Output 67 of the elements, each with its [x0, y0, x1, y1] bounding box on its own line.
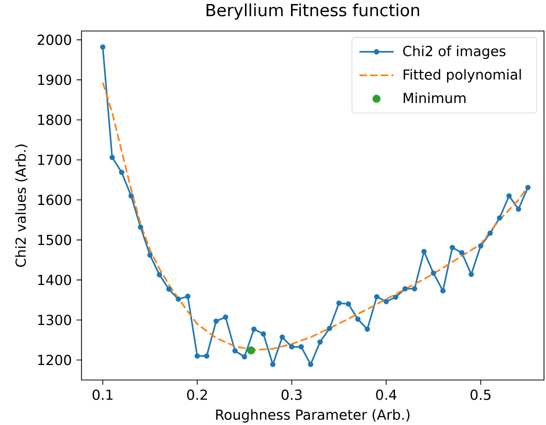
point [213, 318, 219, 324]
point [487, 230, 493, 236]
x-tick-label: 0.2 [187, 390, 207, 400]
point [166, 286, 172, 292]
point [138, 224, 144, 230]
point [247, 346, 256, 354]
point [506, 193, 512, 199]
y-tick-label: 1800 [38, 114, 72, 126]
point [450, 244, 456, 250]
point [384, 298, 389, 304]
point [251, 326, 257, 332]
y-tick-label: 1500 [38, 234, 72, 246]
y-tick-label: 1400 [38, 274, 72, 286]
point [392, 294, 398, 300]
point [326, 326, 332, 332]
point [355, 316, 361, 322]
point [308, 362, 314, 368]
legend-label: Fitted polynomial [404, 69, 521, 82]
x-tick-label: 0.1 [92, 390, 113, 400]
point [346, 301, 352, 307]
legend-label: Minimum [404, 92, 466, 104]
point [110, 154, 115, 160]
x-tick-label: 0.3 [282, 390, 302, 400]
point [204, 353, 210, 359]
point [100, 44, 106, 50]
point [478, 243, 484, 249]
point [317, 339, 323, 345]
point [289, 344, 294, 350]
point [459, 250, 464, 256]
chart-title: Beryllium Fitness function [206, 3, 420, 20]
point [430, 270, 436, 276]
point [280, 334, 285, 340]
y-tick-label: 1200 [38, 354, 72, 366]
point [374, 294, 380, 300]
point [496, 215, 502, 221]
legend-label: Chi2 of images [403, 46, 506, 59]
point [421, 248, 427, 254]
x-tick-label: 0.4 [376, 390, 396, 400]
y-axis-title: Chi2 values (Arb.) [15, 144, 28, 267]
point [270, 362, 276, 368]
point [364, 326, 370, 332]
point [468, 272, 474, 278]
y-tick-label: 1900 [38, 74, 72, 86]
point [194, 353, 200, 359]
point [156, 272, 162, 278]
x-axis-title: Roughness Parameter (Arb.) [216, 409, 410, 423]
point [298, 344, 304, 350]
point [516, 206, 522, 212]
y-tick-label: 2000 [38, 34, 72, 46]
point [440, 288, 446, 294]
point [185, 294, 190, 300]
point [402, 286, 408, 292]
point [128, 193, 134, 199]
point [336, 300, 342, 306]
point [412, 286, 418, 292]
point [176, 296, 182, 302]
x-tick-label: 0.5 [470, 390, 491, 400]
point [260, 331, 266, 337]
point [242, 354, 248, 360]
y-tick-label: 1700 [38, 154, 72, 166]
point [525, 184, 531, 190]
point [147, 252, 153, 258]
point [222, 314, 228, 320]
y-tick-label: 1300 [38, 314, 72, 326]
y-tick-label: 1600 [38, 194, 72, 206]
point [232, 348, 238, 354]
point [118, 170, 124, 175]
